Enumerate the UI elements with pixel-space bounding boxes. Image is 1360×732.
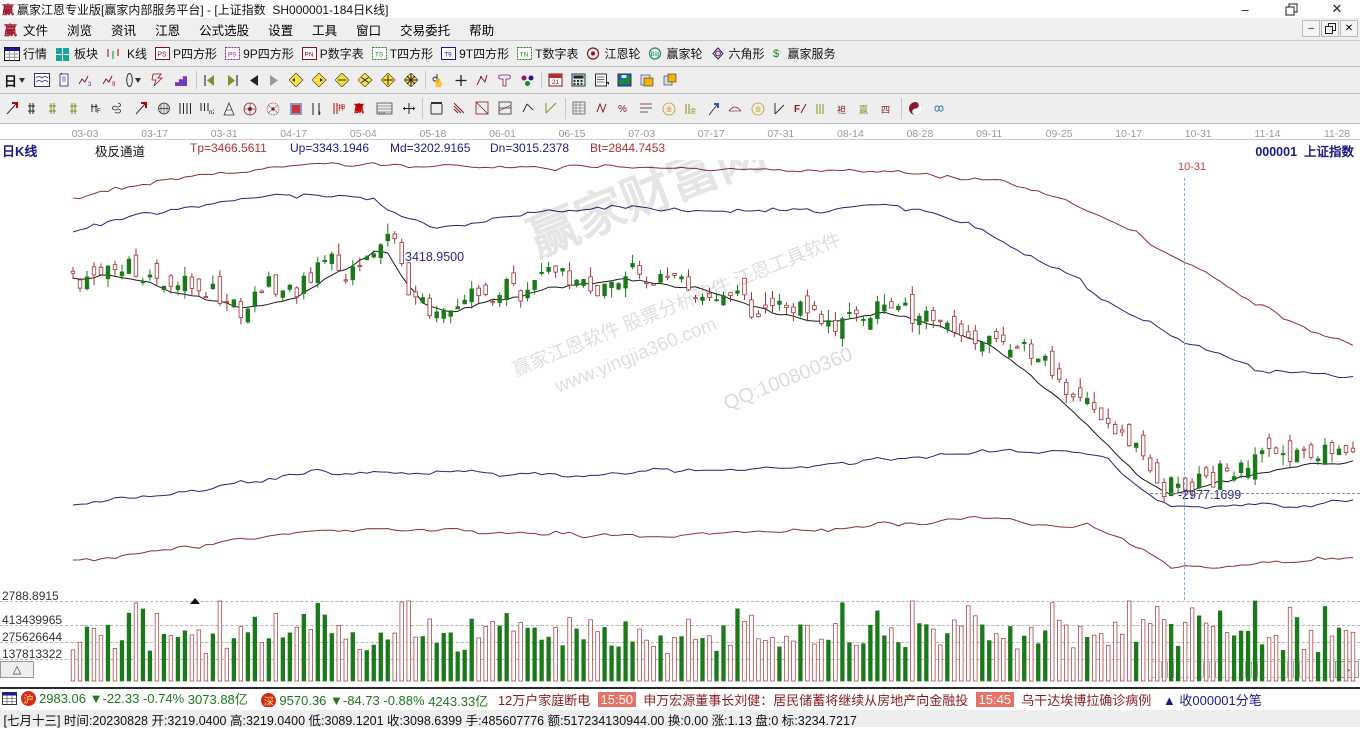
svg-text:TN: TN — [520, 52, 529, 59]
svg-text:押: 押 — [338, 103, 345, 112]
svg-text:123: 123 — [378, 110, 385, 115]
svg-text:P9: P9 — [228, 52, 236, 59]
svg-text:✋: ✋ — [433, 77, 444, 87]
svg-text:PN: PN — [304, 52, 313, 59]
svg-text:%: % — [618, 104, 627, 115]
svg-text:金: 金 — [690, 107, 696, 115]
svg-text:T9: T9 — [444, 52, 452, 59]
svg-text:3: 3 — [88, 82, 92, 87]
svg-text:n2: n2 — [209, 110, 214, 115]
svg-text:9: 9 — [112, 82, 116, 87]
svg-text:金: 金 — [666, 105, 672, 113]
svg-text:袒: 袒 — [837, 104, 846, 115]
svg-text:PS: PS — [157, 52, 167, 59]
svg-text:$: $ — [773, 48, 779, 60]
svg-text:F: F — [97, 109, 101, 115]
svg-text:21: 21 — [552, 79, 560, 86]
svg-text:Big: Big — [651, 52, 660, 58]
svg-text:赢: 赢 — [354, 102, 364, 115]
svg-text:TS: TS — [375, 52, 384, 59]
svg-text:F: F — [794, 104, 800, 115]
svg-text:金: 金 — [755, 105, 761, 113]
svg-text:四: 四 — [881, 105, 890, 115]
svg-text:赢: 赢 — [859, 104, 868, 115]
